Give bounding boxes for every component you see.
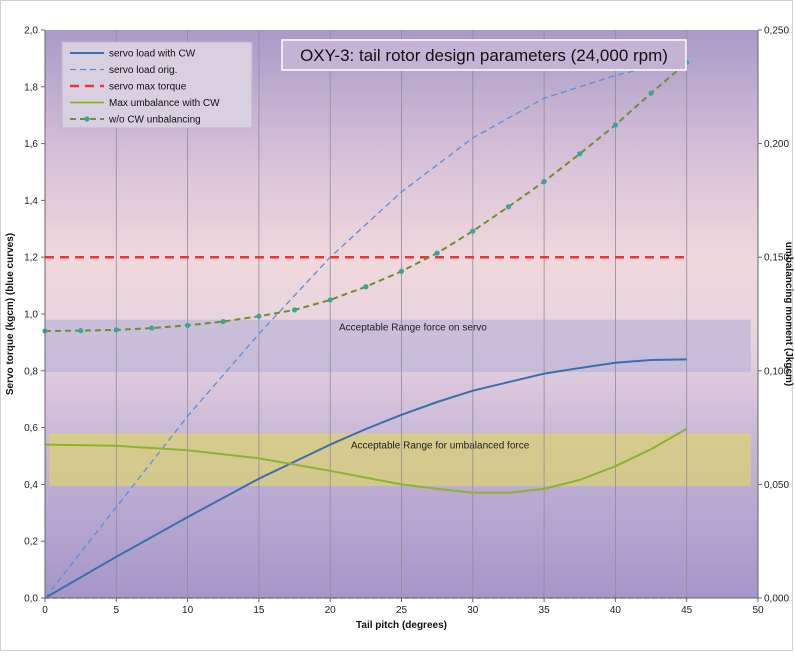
y-tick-label: 0,4	[24, 480, 38, 491]
x-tick-label: 20	[325, 605, 337, 616]
y-tick-label: 1,6	[24, 139, 38, 150]
chart-title: OXY-3: tail rotor design parameters (24,…	[300, 46, 668, 65]
y2-tick-label: 0,200	[764, 139, 789, 150]
legend-label: servo max torque	[109, 82, 187, 93]
legend: servo load with CW servo load orig. servo …	[61, 41, 253, 129]
x-tick-label: 0	[42, 605, 48, 616]
y-axis-title: Servo torque (kgcm) (blue curves)	[5, 233, 16, 395]
y2-tick-label: 0,150	[764, 253, 789, 264]
y2-tick-label: 0,100	[764, 366, 789, 377]
series-marker	[541, 178, 547, 185]
series-marker	[256, 313, 262, 319]
series-line	[44, 358, 687, 599]
y-tick-label: 0,2	[24, 537, 38, 548]
series-marker	[291, 307, 298, 313]
legend-label: servo load with CW	[109, 49, 196, 60]
legend-marker	[84, 116, 90, 122]
series-marker	[470, 228, 476, 234]
chart-title-box: OXY-3: tail rotor design parameters (24,…	[281, 39, 687, 71]
x-tick-label: 15	[253, 605, 265, 616]
series-marker	[327, 297, 333, 303]
series-line	[44, 427, 688, 494]
y2-axis-title: umbalancing moment (Jkgcm)	[783, 242, 794, 386]
acceptable-range-bands: Acceptable Range force on servo Acceptabl…	[45, 319, 751, 486]
legend-label: w/o CW unbalancing	[108, 115, 201, 126]
y-tick-label: 1,0	[24, 310, 38, 321]
series-marker	[185, 322, 191, 328]
x-tick-label: 30	[467, 605, 479, 616]
series-marker	[78, 327, 84, 334]
axes: 0 5 10 15 20 25 30 35 40 45 50 0,0 0,2 0,4 0,6 0,8 1,0 1,…	[24, 26, 789, 617]
series-line	[44, 63, 687, 599]
series-marker	[648, 90, 654, 96]
band-label: Acceptable Range force on servo	[339, 323, 487, 334]
x-tick-label: 40	[610, 605, 622, 616]
series-marker	[577, 151, 583, 157]
series-marker	[505, 204, 512, 210]
series-marker	[149, 325, 155, 331]
x-axis-title: Tail pitch (degrees)	[356, 620, 447, 631]
y-tick-label: 1,8	[24, 82, 38, 93]
legend-label: Max umbalance with CW	[109, 98, 220, 109]
x-tick-label: 5	[114, 605, 120, 616]
y-tick-label: 1,4	[24, 196, 38, 207]
x-tick-label: 10	[182, 605, 194, 616]
series-marker	[434, 250, 440, 256]
acceptable-range-band	[45, 319, 751, 373]
y-tick-label: 1,2	[24, 253, 38, 264]
x-tick-label: 50	[752, 605, 764, 616]
acceptable-range-band	[49, 433, 751, 486]
series-marker	[612, 122, 619, 128]
y-tick-label: 0,0	[24, 594, 38, 605]
series-marker	[220, 318, 226, 325]
y-tick-label: 0,6	[24, 423, 38, 434]
y-tick-label: 0,8	[24, 366, 38, 377]
y2-tick-label: 0,000	[764, 594, 789, 605]
x-tick-label: 45	[681, 605, 693, 616]
series-marker	[113, 327, 119, 333]
y-tick-label: 2,0	[24, 26, 38, 37]
y2-tick-label: 0,250	[764, 26, 789, 37]
series-marker	[363, 284, 369, 290]
y2-tick-label: 0,050	[764, 480, 789, 491]
band-label: Acceptable Range for umbalanced force	[351, 440, 530, 451]
x-tick-label: 25	[396, 605, 408, 616]
series-marker	[398, 268, 405, 274]
legend-label: servo load orig.	[109, 65, 177, 76]
x-tick-label: 35	[539, 605, 551, 616]
